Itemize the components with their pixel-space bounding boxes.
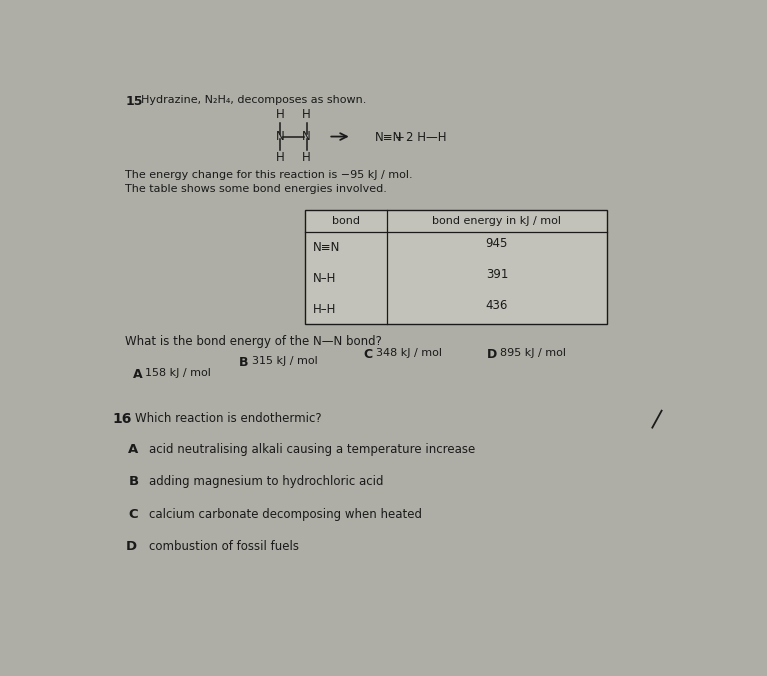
Text: H–H: H–H (313, 303, 336, 316)
Text: N–H: N–H (313, 272, 336, 285)
Text: N≡N: N≡N (375, 131, 402, 144)
Text: 391: 391 (486, 268, 508, 281)
Text: 315 kJ / mol: 315 kJ / mol (252, 356, 318, 366)
Text: 16: 16 (113, 412, 132, 427)
Text: bond energy in kJ / mol: bond energy in kJ / mol (433, 216, 561, 226)
Text: N≡N: N≡N (313, 241, 341, 254)
Text: What is the bond energy of the N—N bond?: What is the bond energy of the N—N bond? (125, 335, 382, 348)
Text: 945: 945 (486, 237, 508, 250)
Text: 158 kJ / mol: 158 kJ / mol (146, 368, 212, 379)
Text: N: N (276, 130, 285, 143)
Text: calcium carbonate decomposing when heated: calcium carbonate decomposing when heate… (149, 508, 422, 521)
Text: combustion of fossil fuels: combustion of fossil fuels (149, 540, 298, 553)
Text: H: H (302, 151, 311, 164)
Text: 15: 15 (125, 95, 143, 108)
Text: +: + (394, 131, 404, 144)
Text: B: B (128, 475, 139, 488)
Text: 348 kJ / mol: 348 kJ / mol (376, 347, 442, 358)
Text: acid neutralising alkali causing a temperature increase: acid neutralising alkali causing a tempe… (149, 443, 475, 456)
Text: Hydrazine, N₂H₄, decomposes as shown.: Hydrazine, N₂H₄, decomposes as shown. (141, 95, 366, 105)
Text: A: A (133, 368, 143, 381)
Text: A: A (128, 443, 139, 456)
Text: D: D (487, 347, 498, 360)
Text: B: B (239, 356, 249, 369)
Text: H: H (302, 108, 311, 121)
Bar (305, 210, 607, 324)
Text: bond: bond (332, 216, 360, 226)
Text: D: D (125, 540, 137, 553)
Text: The energy change for this reaction is −95 kJ / mol.: The energy change for this reaction is −… (125, 170, 413, 180)
Text: adding magnesium to hydrochloric acid: adding magnesium to hydrochloric acid (149, 475, 383, 488)
Text: H: H (276, 151, 285, 164)
Text: C: C (364, 347, 372, 360)
Text: H: H (276, 108, 285, 121)
Text: 895 kJ / mol: 895 kJ / mol (499, 347, 565, 358)
Text: The table shows some bond energies involved.: The table shows some bond energies invol… (125, 183, 387, 193)
Text: Which reaction is endothermic?: Which reaction is endothermic? (135, 412, 321, 425)
Text: 2 H—H: 2 H—H (406, 131, 446, 144)
Text: N: N (302, 130, 311, 143)
Text: C: C (128, 508, 138, 521)
Text: 436: 436 (486, 299, 508, 312)
